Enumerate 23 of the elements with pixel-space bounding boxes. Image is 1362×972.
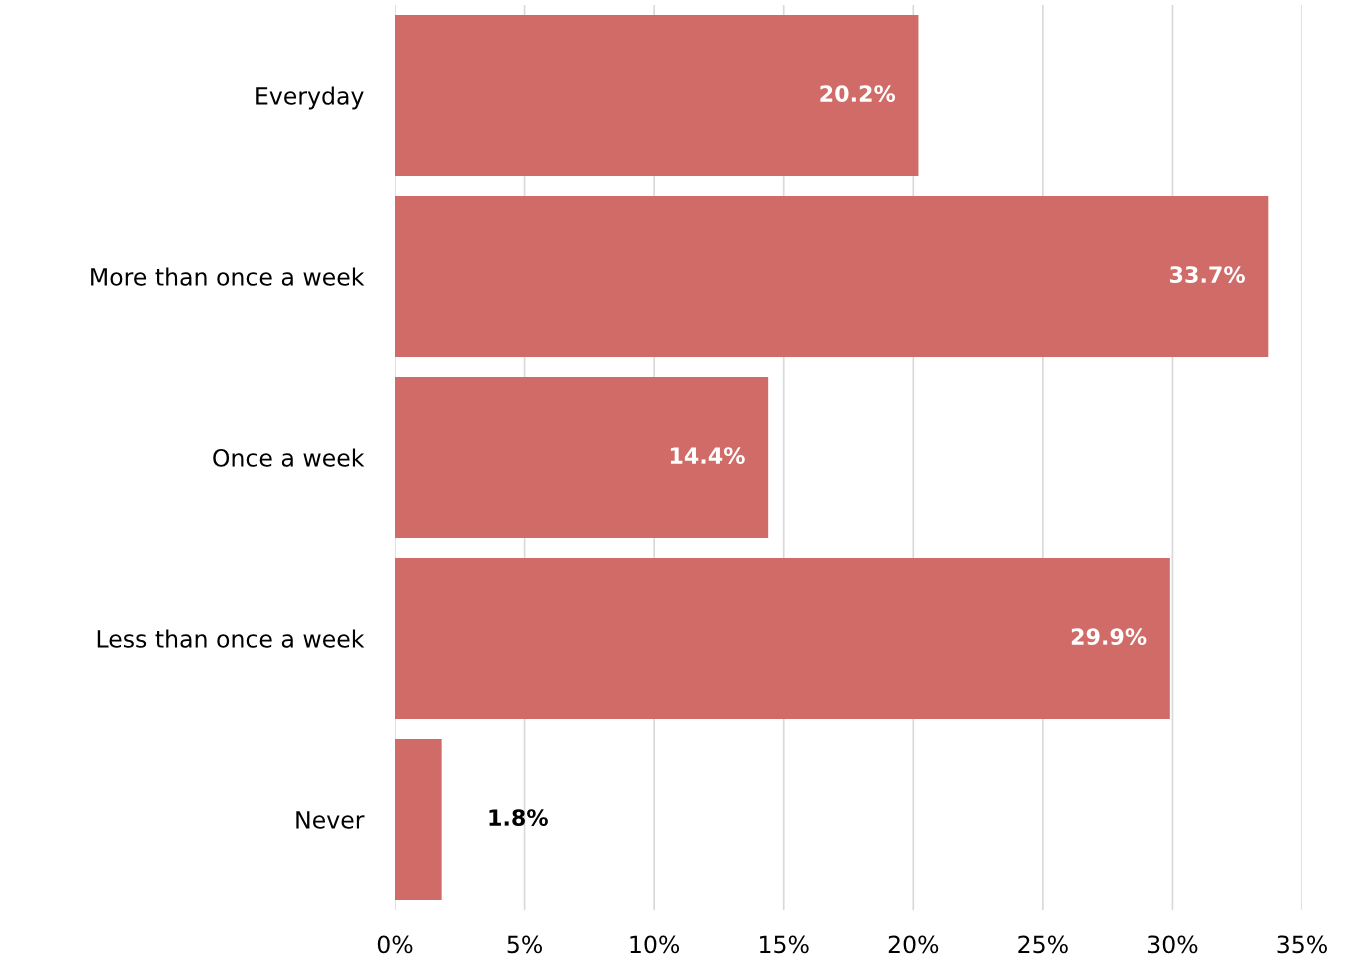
data-label: 33.7% xyxy=(1170,266,1245,283)
bar xyxy=(395,14,919,177)
x-tick-label: 35% xyxy=(1277,935,1327,954)
bar xyxy=(395,557,1170,720)
data-label: 29.9% xyxy=(1071,628,1147,645)
data-label: 14.4% xyxy=(670,447,745,464)
x-tick-label: 30% xyxy=(1147,935,1198,954)
y-tick-label: Once a week xyxy=(213,448,365,467)
bar xyxy=(395,195,1269,358)
x-tick-label: 25% xyxy=(1018,935,1068,954)
x-tick-label: 20% xyxy=(888,935,939,954)
data-label: 1.8% xyxy=(489,809,548,826)
y-tick-label: Everyday xyxy=(256,86,364,110)
bar xyxy=(395,376,769,539)
y-tick-label: More than once a week xyxy=(91,267,365,286)
y-tick-label: Never xyxy=(296,811,365,829)
x-tick-label: 10% xyxy=(630,935,680,954)
y-tick-label: Less than once a week xyxy=(97,629,365,648)
x-tick-label: 15% xyxy=(760,935,809,954)
x-tick-label: 5% xyxy=(507,935,542,954)
bar xyxy=(395,738,442,901)
x-tick-label: 0% xyxy=(377,935,413,954)
data-label: 20.2% xyxy=(820,85,896,102)
